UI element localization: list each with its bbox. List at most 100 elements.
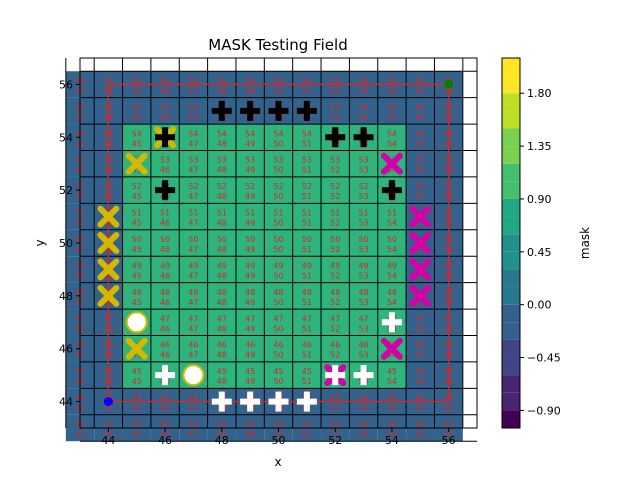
cell-label-bottom: 46: [160, 351, 170, 360]
cell-label-bottom: 49: [245, 351, 255, 360]
colorbar-band: [502, 339, 520, 358]
cell-label-bottom: 53: [358, 166, 368, 175]
cell-label-top: 50: [273, 235, 283, 244]
cell-label-top: 44: [132, 394, 142, 403]
heatmap-cell: [207, 282, 236, 310]
cell-label-bottom: 54: [387, 219, 397, 228]
cell-label-bottom: 55: [415, 377, 425, 386]
cell-label-bottom: 48: [217, 245, 227, 254]
heatmap-cell: [150, 150, 180, 177]
cell-label-bottom: 53: [358, 351, 368, 360]
heatmap-cell: [377, 256, 407, 283]
heatmap-cell: [150, 97, 180, 125]
heatmap-cell: [150, 309, 180, 336]
cell-label-bottom: 48: [217, 166, 227, 175]
cell-label-top: 47: [217, 314, 227, 323]
colorbar-band: [502, 58, 520, 76]
cell-label-top: 56: [160, 76, 170, 85]
cell-label-bottom: 51: [302, 139, 312, 148]
cell-label-bottom: 55: [415, 298, 425, 307]
cell-label-top: 48: [132, 288, 142, 297]
y-tick-label: 54: [59, 131, 73, 144]
end-point: [444, 79, 454, 89]
y-tick-label: 56: [59, 78, 73, 91]
cell-label-top: 46: [302, 341, 312, 350]
cell-label-bottom: 51: [302, 324, 312, 333]
cell-label-top: 43: [330, 420, 340, 429]
heatmap-cell: [321, 176, 350, 204]
heatmap-cell: [406, 335, 435, 362]
cell-label-top: 51: [217, 209, 227, 218]
cell-label-bottom: 48: [217, 86, 227, 95]
cell-label-top: 56: [103, 76, 113, 85]
y-tick-label: 52: [59, 184, 73, 197]
cell-label-bottom: 53: [358, 113, 368, 122]
cell-label-top: 47: [358, 314, 368, 323]
heatmap-cell: [292, 282, 322, 310]
heatmap-cell: [377, 203, 407, 230]
cell-label-bottom: 52: [330, 324, 340, 333]
heatmap-cell: [292, 256, 322, 283]
cell-label-top: 53: [330, 156, 340, 165]
cell-label-top: 54: [415, 129, 425, 138]
colorbar-band: [502, 146, 520, 164]
cell-label-bottom: 55: [415, 166, 425, 175]
cell-label-bottom: 47: [188, 351, 198, 360]
x-tick-label: 48: [215, 434, 229, 447]
colorbar-band: [502, 269, 520, 288]
cell-label-bottom: 51: [302, 166, 312, 175]
cell-label-bottom: 51: [302, 219, 312, 228]
cell-label-bottom: 46: [160, 113, 170, 122]
cell-label-bottom: 48: [217, 351, 227, 360]
heatmap-cell: [150, 282, 180, 310]
cell-label-top: 46: [273, 341, 283, 350]
cell-label-bottom: 45: [132, 139, 142, 148]
cell-label-top: 49: [387, 261, 397, 270]
cell-label-bottom: 54: [387, 404, 397, 413]
cell-label-bottom: 52: [330, 430, 340, 439]
heatmap-cell: [321, 256, 350, 283]
colorbar-tick-label: −0.45: [527, 352, 561, 365]
heatmap-cell: [264, 282, 293, 310]
cell-label-bottom: 55: [415, 271, 425, 280]
cell-label-bottom: 55: [415, 404, 425, 413]
cell-label-top: 56: [387, 76, 397, 85]
heatmap-cell: [235, 309, 265, 336]
heatmap-cell: [377, 97, 407, 125]
heatmap-cell: [349, 335, 378, 362]
cell-label-bottom: 50: [273, 430, 283, 439]
heatmap-cell: [150, 256, 180, 283]
cell-label-top: 43: [444, 420, 454, 429]
cell-label-top: 53: [160, 156, 170, 165]
heatmap-cell: [349, 176, 378, 204]
cell-label-bottom: 49: [245, 192, 255, 201]
cell-label-bottom: 47: [188, 324, 198, 333]
cell-label-bottom: 52: [330, 192, 340, 201]
cell-label-bottom: 46: [160, 298, 170, 307]
cell-label-top: 50: [132, 235, 142, 244]
cell-label-top: 49: [188, 261, 198, 270]
heatmap-cell: [122, 203, 151, 230]
heatmap-cell: [321, 309, 350, 336]
heatmap-cell: [179, 335, 208, 362]
cell-label-bottom: 55: [415, 139, 425, 148]
colorbar-band: [502, 392, 520, 411]
heatmap-cell: [235, 335, 265, 362]
cell-label-top: 45: [245, 367, 255, 376]
cell-label-bottom: 51: [302, 430, 312, 439]
heatmap-cell: [179, 176, 208, 204]
cell-label-top: 46: [245, 341, 255, 350]
cell-label-top: 52: [273, 182, 283, 191]
cell-label-bottom: 49: [245, 377, 255, 386]
heatmap-cell: [122, 124, 151, 151]
cell-label-bottom: 51: [302, 86, 312, 95]
cell-label-top: 52: [358, 182, 368, 191]
cell-label-top: 46: [415, 341, 425, 350]
cell-label-bottom: 51: [302, 351, 312, 360]
cell-label-top: 52: [188, 182, 198, 191]
cell-label-top: 43: [217, 420, 227, 429]
cell-label-bottom: 49: [245, 324, 255, 333]
heatmap-cell: [292, 150, 322, 177]
cell-label-bottom: 49: [245, 271, 255, 280]
cell-label-bottom: 47: [188, 86, 198, 95]
